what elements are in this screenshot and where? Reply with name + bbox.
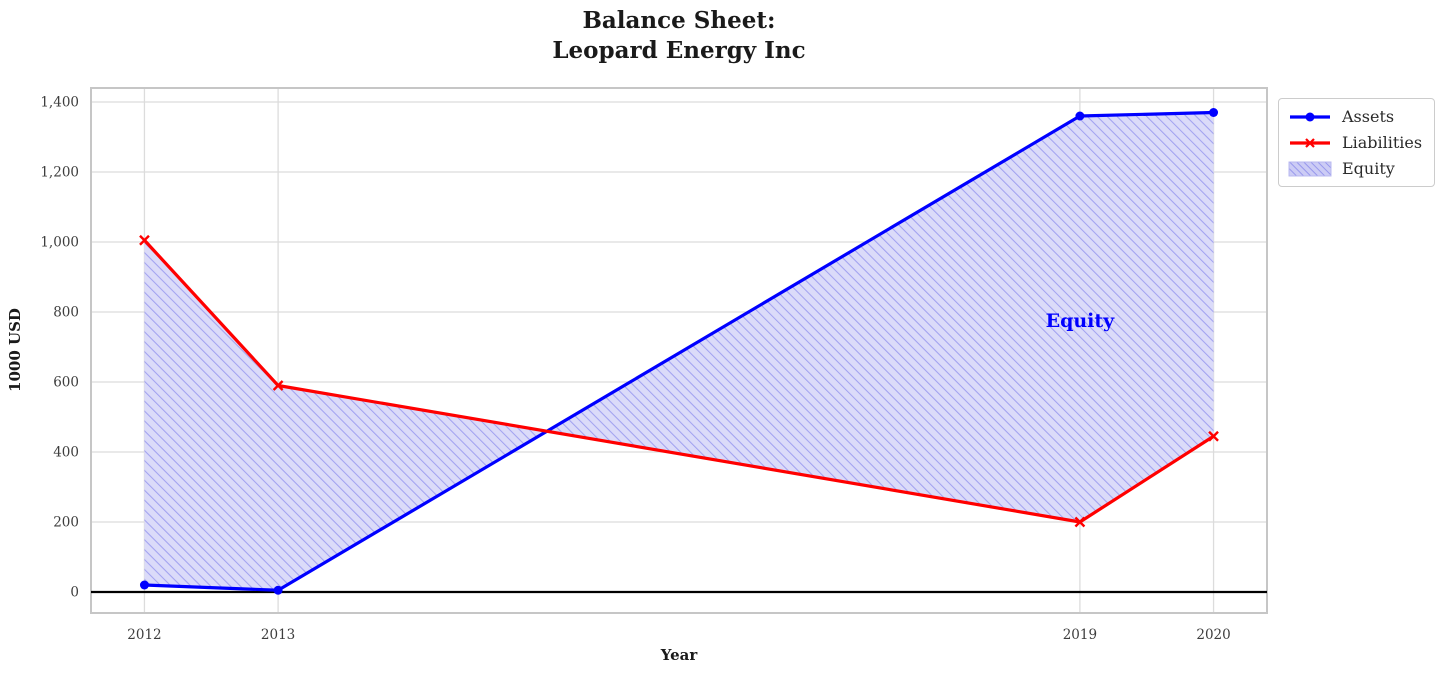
legend-label-assets: Assets (1342, 107, 1395, 126)
chart-title: Balance Sheet: Leopard Energy Inc (552, 7, 806, 64)
x-tick-label: 2020 (1196, 627, 1230, 643)
equity-legend-sample (1288, 161, 1332, 176)
liabilities-marker (272, 380, 284, 391)
y-tick-label: 1,200 (40, 165, 79, 181)
y-tick-label: 200 (53, 515, 79, 531)
x-tick-label: 2013 (261, 627, 295, 643)
equity-annotation: Equity (1046, 310, 1116, 332)
legend: Assets Liabilities Equity (1278, 98, 1436, 187)
y-tick-label: 0 (70, 585, 79, 601)
liabilities-line (143, 239, 1215, 524)
legend-item-assets: Assets (1287, 107, 1422, 126)
x-tick-label: 2019 (1063, 627, 1097, 643)
assets-line (144, 110, 1214, 592)
assets-marker (1075, 111, 1085, 121)
x-tick-label: 2012 (127, 627, 161, 643)
assets-marker (273, 585, 283, 595)
legend-item-equity: Equity (1287, 159, 1422, 178)
plot-frame (90, 87, 1268, 614)
legend-label-equity: Equity (1342, 159, 1395, 178)
y-tick-label: 1,400 (40, 95, 79, 111)
assets-marker (139, 580, 149, 590)
y-tick-label: 800 (53, 305, 79, 321)
legend-label-liabilities: Liabilities (1342, 133, 1423, 152)
y-tick-label: 400 (53, 445, 79, 461)
x-axis-label: Year (660, 646, 698, 664)
legend-item-liabilities: Liabilities (1287, 133, 1422, 152)
assets-marker (1209, 108, 1219, 117)
y-tick-label: 1,000 (40, 235, 79, 251)
y-tick-label: 600 (53, 375, 79, 391)
liabilities-marker (1074, 516, 1086, 528)
liabilities-marker (1208, 430, 1219, 442)
liabilities-marker (139, 234, 150, 246)
liabilities-legend-sample (1290, 137, 1330, 148)
assets-legend-sample (1290, 112, 1330, 121)
equity-area (144, 112, 1214, 591)
